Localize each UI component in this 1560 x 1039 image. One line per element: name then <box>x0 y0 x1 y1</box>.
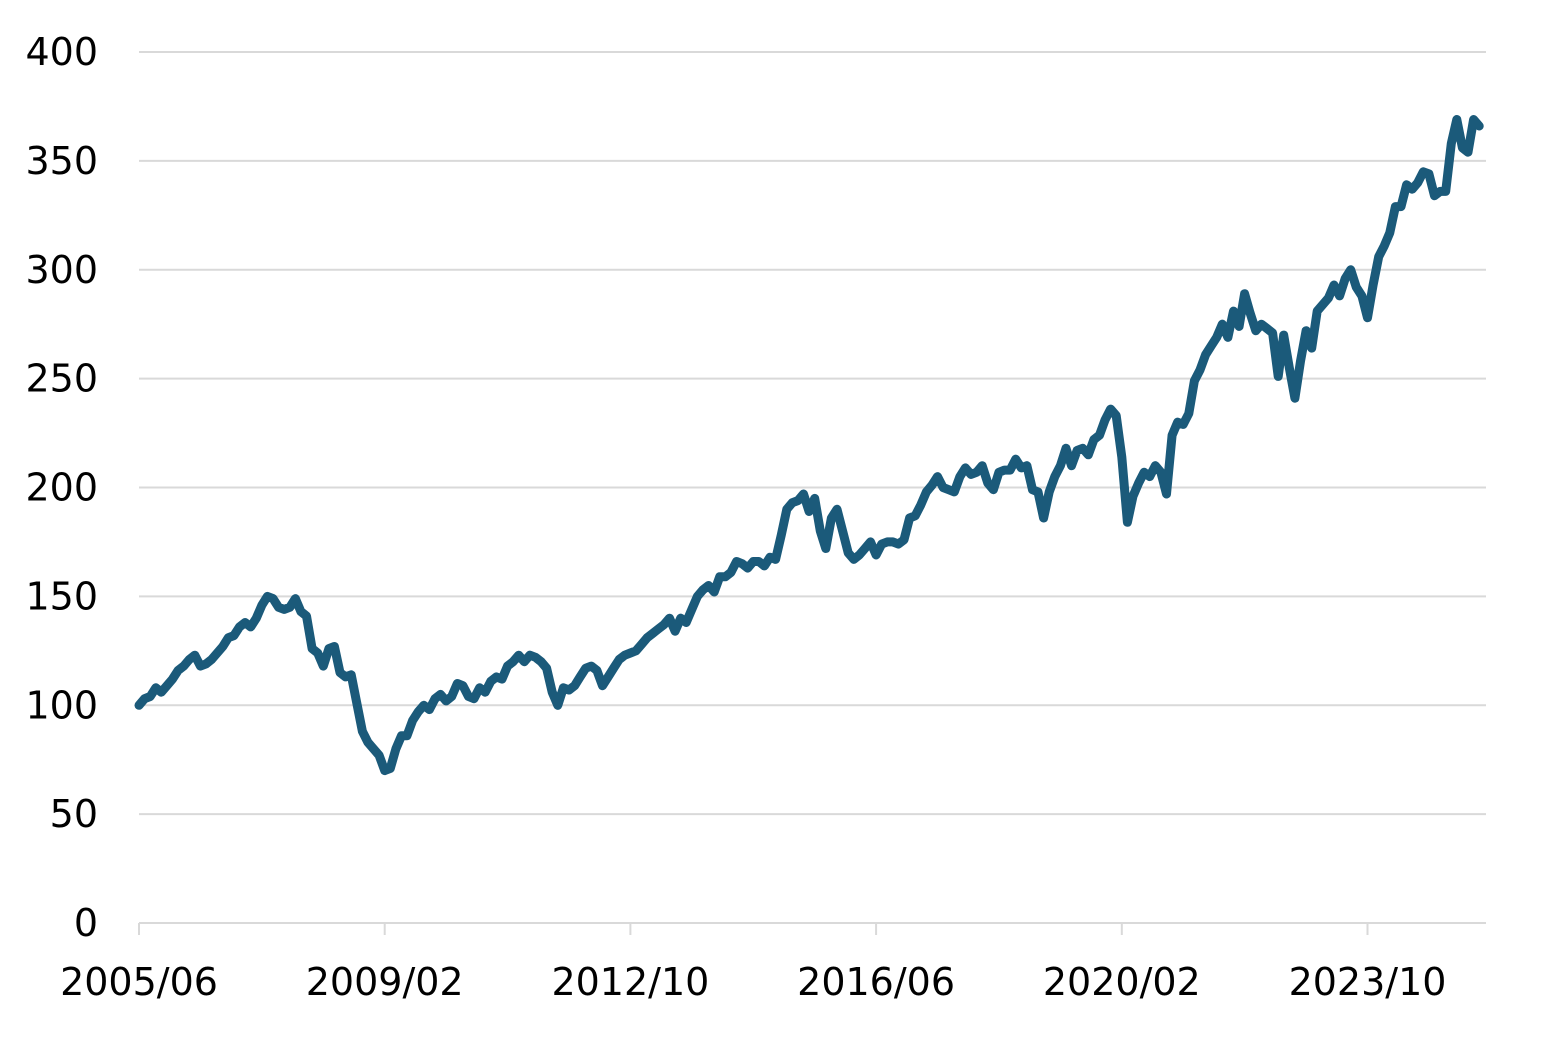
y-tick-label-250: 250 <box>25 357 98 401</box>
x-axis <box>138 922 1486 935</box>
x-tick-label-0: 2005/06 <box>60 960 218 1004</box>
x-tick-label-4: 2020/02 <box>1043 960 1201 1004</box>
y-tick-label-300: 300 <box>25 248 98 292</box>
x-axis-tick-labels: 2005/06 2009/02 2012/10 2016/06 2020/02 2023/… <box>60 960 1446 1004</box>
y-tick-label-200: 200 <box>25 466 98 510</box>
y-tick-label-0: 0 <box>74 901 98 945</box>
x-tick-label-5: 2023/10 <box>1289 960 1447 1004</box>
y-tick-label-100: 100 <box>25 683 98 727</box>
x-tick-label-1: 2009/02 <box>306 960 464 1004</box>
x-tick-label-2: 2012/10 <box>551 960 709 1004</box>
y-axis-tick-labels: 0 50 100 150 200 250 300 350 400 <box>25 30 98 945</box>
x-tick-label-3: 2016/06 <box>797 960 955 1004</box>
y-tick-label-350: 350 <box>25 139 98 183</box>
y-tick-label-400: 400 <box>25 30 98 74</box>
gridlines <box>139 51 1486 816</box>
series-line-0 <box>134 115 1484 776</box>
y-tick-label-50: 50 <box>50 792 98 836</box>
y-tick-label-150: 150 <box>25 574 98 618</box>
series-layer <box>134 115 1484 776</box>
